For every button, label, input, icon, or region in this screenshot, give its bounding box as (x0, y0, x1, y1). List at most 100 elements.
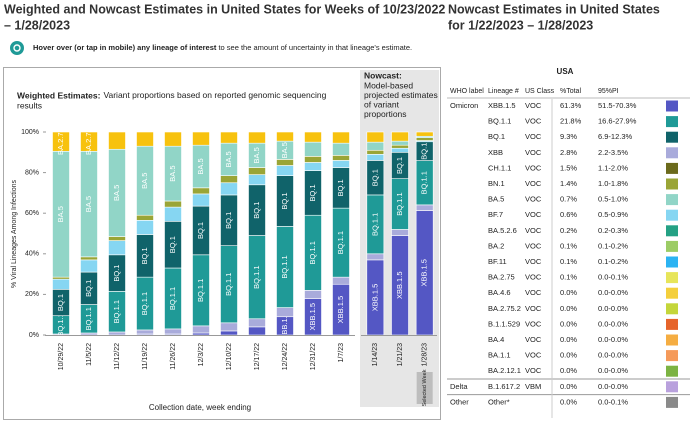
bar-segment (276, 131, 294, 142)
cell: 0.1% (560, 257, 577, 266)
segment-label: BA.5 (84, 196, 93, 212)
cell: VOC (525, 257, 542, 266)
bar-segment (192, 131, 210, 146)
cell: 0.7% (560, 195, 577, 204)
bar-segment (391, 147, 409, 153)
x-tick-label: 10/29/22 (58, 343, 65, 370)
bar-segment (391, 131, 409, 142)
bar-segment (366, 141, 385, 151)
note-text: to see the amount of uncertainty in that… (216, 43, 412, 52)
cell: 9.3% (560, 132, 577, 141)
segment-label: BQ.1.1 (112, 300, 121, 323)
cell: 0.0% (560, 351, 577, 360)
cell: 0.1-0.2% (598, 241, 628, 250)
segment-label: XBB.1.5 (370, 284, 379, 312)
region: USA (557, 67, 574, 76)
cell: VOC (525, 273, 542, 282)
cell: BF.11 (488, 257, 507, 266)
x-tick-label: 11/19/22 (142, 343, 149, 370)
cell: 2.2-3.5% (598, 148, 628, 157)
bar-segment (164, 200, 182, 208)
color-swatch (666, 116, 678, 128)
segment-label: BA.5 (140, 173, 149, 189)
x-axis-label: Collection date, week ending (149, 403, 251, 412)
color-swatch (666, 318, 678, 330)
color-swatch (666, 334, 678, 346)
chart-title: Weighted Estimates: Variant proportions b… (17, 90, 327, 100)
cell: BA.1.1 (488, 351, 511, 360)
column-header: 95%PI (598, 88, 619, 95)
cell: 21.8% (560, 117, 582, 126)
bar-segment (332, 160, 350, 168)
bar-segment (220, 322, 238, 332)
cell: B.1.617.2 (488, 382, 520, 391)
bar-segment (391, 229, 409, 236)
x-tick-label: 1/21/23 (397, 343, 404, 366)
segment-label: BQ.1.1 (420, 171, 429, 194)
segment-label: BQ.1.1 (56, 313, 65, 336)
segment-label: BQ.1.1 (224, 273, 233, 296)
bar-segment (220, 330, 238, 336)
cell: VOC (525, 195, 542, 204)
bar-segment (415, 204, 434, 211)
cell: VOC (525, 319, 542, 328)
bar-segment (80, 131, 98, 152)
chart-subtitle: results (17, 100, 42, 110)
bar-segment (136, 220, 154, 235)
cell: 0.0-0.0% (598, 304, 628, 313)
bar-segment (192, 193, 210, 207)
color-swatch (666, 100, 678, 112)
segment-label: BQ.1 (280, 192, 289, 209)
segment-label: BQ.1.1 (395, 192, 404, 215)
bar-segment (220, 131, 238, 144)
cell: VOC (525, 335, 542, 344)
cell: BA.5.2.6 (488, 226, 517, 235)
y-axis-label: % Viral Lineages Among Infections (11, 179, 18, 288)
bar-segment (304, 156, 322, 163)
cell: BA.4.6 (488, 288, 511, 297)
y-tick-label: 0% (29, 332, 39, 339)
bar-segment (366, 149, 385, 155)
cell: VOC (525, 163, 542, 172)
color-swatch (666, 396, 678, 408)
bar-segment (136, 131, 154, 147)
cell: 1.4% (560, 179, 577, 188)
cell: 0.5-0.9% (598, 210, 628, 219)
x-tick-label: 12/3/22 (198, 343, 205, 366)
cell: 2.8% (560, 148, 577, 157)
chart-subtitle: Model-based (364, 80, 413, 90)
bar-segment (220, 175, 238, 184)
bar-segment (248, 318, 266, 328)
color-swatch (666, 287, 678, 299)
segment-label: BQ.1 (395, 157, 404, 174)
segment-label: BQ.1 (420, 143, 429, 160)
annotation: Selected Week (422, 369, 428, 406)
cell: 0.0-0.0% (598, 351, 628, 360)
left-title: Weighted and Nowcast Estimates in United… (4, 2, 445, 16)
color-swatch (666, 147, 678, 159)
cell: BF.7 (488, 210, 503, 219)
cell: 0.2% (560, 226, 577, 235)
cell: 0.1% (560, 241, 577, 250)
segment-label: BQ.1.1 (308, 241, 317, 264)
cell: BQ.1 (488, 132, 505, 141)
cell: VOC (525, 288, 542, 297)
cell: B.1.1.529 (488, 319, 520, 328)
column-header: Lineage # (488, 88, 519, 95)
color-swatch (666, 256, 678, 268)
cell: Other* (488, 397, 510, 406)
cell: 0.0-0.0% (598, 366, 628, 375)
cell: 1.1-2.0% (598, 163, 628, 172)
segment-label: BQ.1 (112, 265, 121, 282)
cell: VBM (525, 382, 541, 391)
color-swatch (666, 303, 678, 315)
x-tick-label: 1/28/23 (422, 343, 429, 366)
segment-label: XBB.1.5 (395, 271, 404, 299)
segment-label: BQ.1 (336, 179, 345, 196)
cell: 0.0% (560, 288, 577, 297)
bar-segment (80, 259, 98, 273)
color-swatch (666, 178, 678, 190)
bar-segment (248, 131, 266, 144)
chart-subtitle: of variant (364, 99, 400, 109)
info-icon (10, 41, 24, 55)
